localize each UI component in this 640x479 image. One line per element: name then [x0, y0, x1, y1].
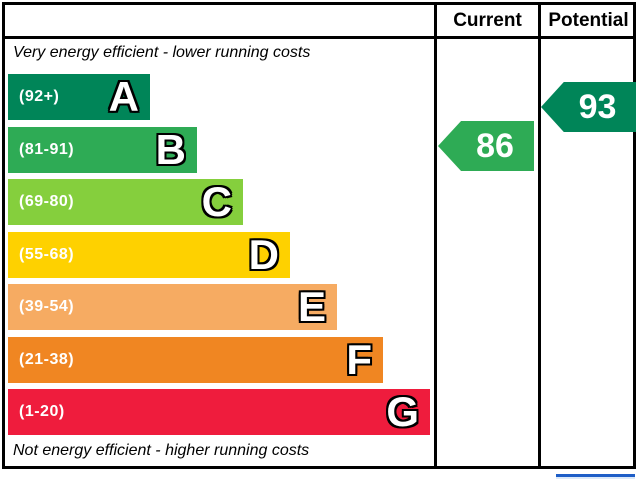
band-letter: G — [386, 388, 419, 435]
band-F: (21-38) F — [8, 335, 383, 383]
band-letter: F — [346, 335, 372, 383]
band-range-label: (21-38) — [19, 350, 75, 368]
potential-column-header: Potential — [548, 9, 629, 31]
current-rating-value: 86 — [476, 126, 514, 165]
band-B: (81-91) B — [8, 125, 197, 173]
band-range-label: (81-91) — [19, 140, 75, 158]
band-letter: D — [248, 230, 279, 278]
band-G: (1-20) G — [8, 389, 430, 435]
band-letter: C — [201, 178, 232, 225]
band-letter: B — [155, 125, 186, 173]
band-range-label: (92+) — [19, 88, 60, 105]
bottom-caption: Not energy efficient - higher running co… — [13, 442, 310, 459]
band-letter: A — [108, 73, 139, 120]
band-D: (55-68) D — [8, 230, 290, 278]
current-column-header: Current — [453, 9, 522, 31]
chart-frame — [2, 2, 636, 469]
top-caption: Very energy efficient - lower running co… — [13, 44, 311, 61]
potential-column-divider — [538, 2, 541, 469]
current-column-divider — [434, 2, 437, 469]
potential-rating-arrow: 93 — [541, 82, 636, 132]
band-E: (39-54) E — [8, 284, 337, 330]
band-range-label: (1-20) — [19, 403, 65, 420]
band-range-label: (39-54) — [19, 298, 75, 315]
band-range-label: (55-68) — [19, 245, 75, 263]
current-rating-arrow: 86 — [438, 121, 534, 171]
header-separator-line — [2, 36, 636, 39]
band-range-label: (69-80) — [19, 193, 75, 210]
footer-box-partial — [556, 474, 635, 479]
potential-rating-value: 93 — [578, 87, 617, 126]
band-A: (92+) A — [8, 74, 150, 120]
band-C: (69-80) C — [8, 179, 243, 225]
band-letter: E — [297, 283, 326, 330]
